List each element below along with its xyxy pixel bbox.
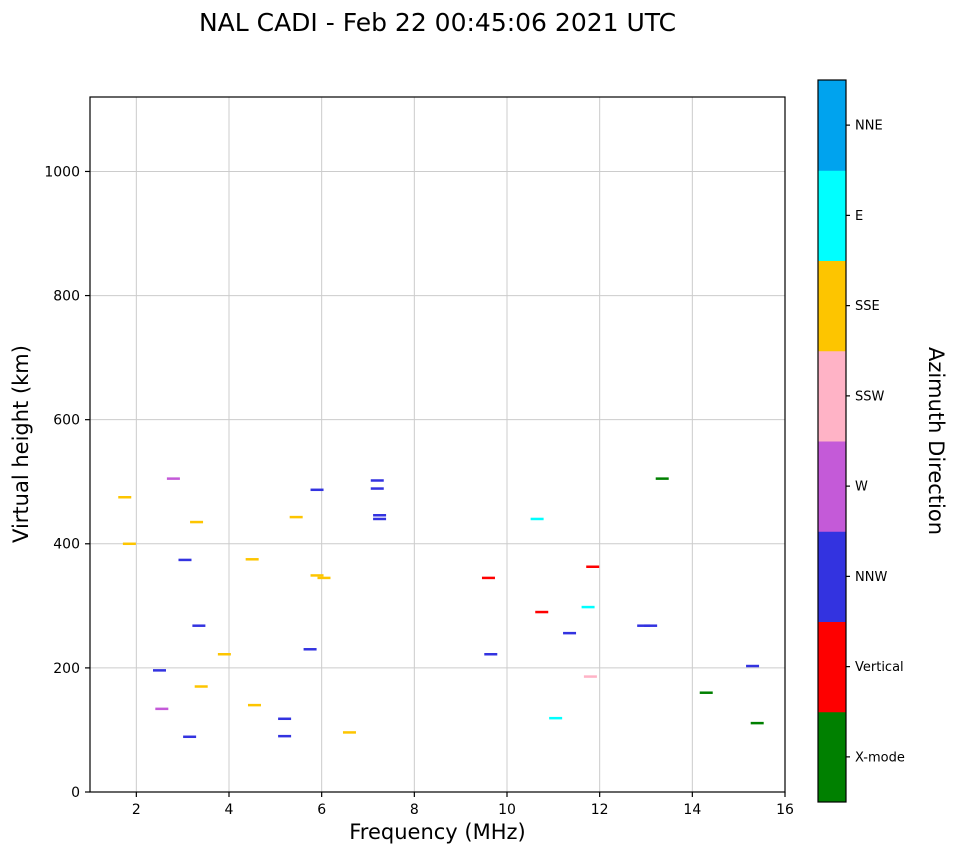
colorbar-tick-label: SSE	[855, 299, 880, 314]
y-axis-tick-label: 1000	[44, 164, 80, 180]
colorbar-tick-label: X-mode	[855, 750, 905, 765]
y-axis-tick-label: 200	[53, 661, 80, 677]
y-axis-tick-label: 400	[53, 537, 80, 553]
colorbar-segment-W	[818, 441, 846, 532]
colorbar-tick-label: E	[855, 209, 863, 224]
colorbar-segment-SSW	[818, 350, 846, 442]
y-axis-tick-label: 800	[53, 288, 80, 304]
colorbar-title: Azimuth Direction	[924, 346, 948, 536]
colorbar-segment-NNE	[818, 80, 846, 171]
y-axis-label: Virtual height (km)	[9, 345, 33, 543]
y-axis-tick-label: 600	[53, 413, 80, 429]
x-axis-tick-label: 16	[776, 802, 794, 818]
colorbar-tick-label: SSW	[855, 389, 885, 404]
colorbar-segment-X-mode	[818, 711, 846, 803]
colorbar-segment-E	[818, 170, 846, 261]
x-axis-tick-label: 14	[683, 802, 701, 818]
colorbar-tick-label: NNW	[855, 570, 887, 585]
x-axis-tick-label: 12	[591, 802, 609, 818]
colorbar-tick-label: Vertical	[855, 660, 904, 675]
plot-frame	[89, 96, 786, 793]
chart-title: NAL CADI - Feb 22 00:45:06 2021 UTC	[198, 8, 677, 37]
colorbar-segment-NNW	[818, 531, 846, 622]
x-axis-tick-label: 2	[132, 802, 141, 818]
colorbar-outline	[817, 79, 847, 803]
x-axis-label: Frequency (MHz)	[349, 820, 526, 844]
colorbar-tick-label: NNE	[855, 119, 883, 134]
x-axis-tick-label: 8	[410, 802, 419, 818]
colorbar-segment-Vertical	[818, 621, 846, 713]
colorbar-segment-SSE	[818, 260, 846, 352]
colorbar-tick-label: W	[855, 480, 868, 495]
y-axis-tick-label: 0	[71, 785, 80, 801]
x-axis-tick-label: 6	[317, 802, 326, 818]
x-axis-tick-label: 4	[225, 802, 234, 818]
x-axis-tick-label: 10	[498, 802, 516, 818]
